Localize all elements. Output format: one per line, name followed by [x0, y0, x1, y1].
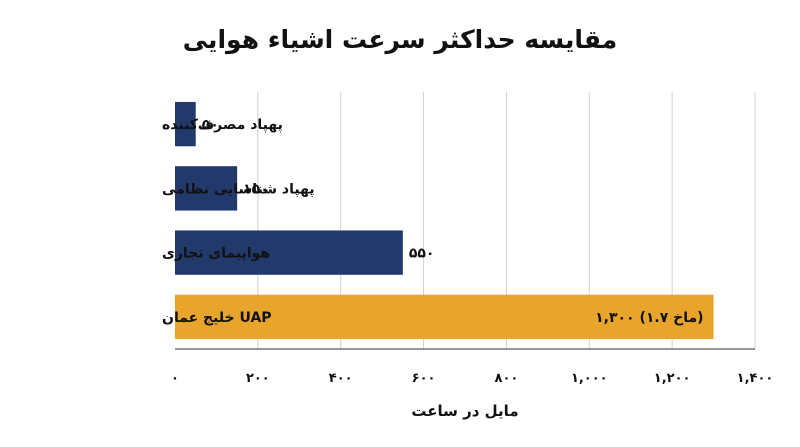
data-label: ۵۵۰: [409, 246, 435, 262]
x-axis-label: مایل در ساعت: [411, 402, 518, 420]
x-tick-labels: ۰ ۲۰۰ ۴۰۰ ۶۰۰ ۸۰۰ ۱,۰۰۰ ۱,۲۰۰ ۱,۴۰۰: [171, 371, 773, 386]
bar: [175, 166, 238, 211]
x-tick-label: ۸۰۰: [495, 371, 519, 386]
data-label: ۱,۳۰۰ (۱.۷ ماخ): [595, 310, 703, 326]
bar: [175, 101, 196, 147]
x-tick-label: ۱,۴۰۰: [737, 371, 774, 386]
category-label: پهپاد مصرف‌کننده: [162, 117, 283, 133]
category-label: UAP خلیج عمان: [162, 310, 272, 326]
x-tick-label: ۲۰۰: [246, 371, 270, 386]
bars: [175, 101, 714, 340]
bar: [175, 230, 403, 275]
x-tick-label: ۱,۲۰۰: [654, 371, 691, 386]
category-label: هواپیمای تجاری: [162, 246, 270, 262]
x-tick-label: ۶۰۰: [412, 371, 436, 386]
data-label: ۵۰: [202, 117, 219, 133]
x-tick-label: ۱,۰۰۰: [571, 371, 608, 386]
x-tick-label: ۰: [171, 371, 179, 386]
gridlines: [257, 92, 756, 349]
category-labels: پهپاد مصرف‌کننده پهپاد شناسایی نظامی هواپی…: [162, 117, 315, 326]
bar: [175, 294, 714, 340]
category-label: پهپاد شناسایی نظامی: [162, 181, 315, 197]
data-label: ۱۵۰: [243, 181, 269, 197]
x-tick-label: ۴۰۰: [329, 371, 353, 386]
chart-title: مقایسه حداکثر سرعت اشیاء هوایی: [183, 25, 617, 55]
data-labels: ۵۰ ۱۵۰ ۵۵۰ ۱,۳۰۰ (۱.۷ ماخ): [202, 117, 704, 326]
